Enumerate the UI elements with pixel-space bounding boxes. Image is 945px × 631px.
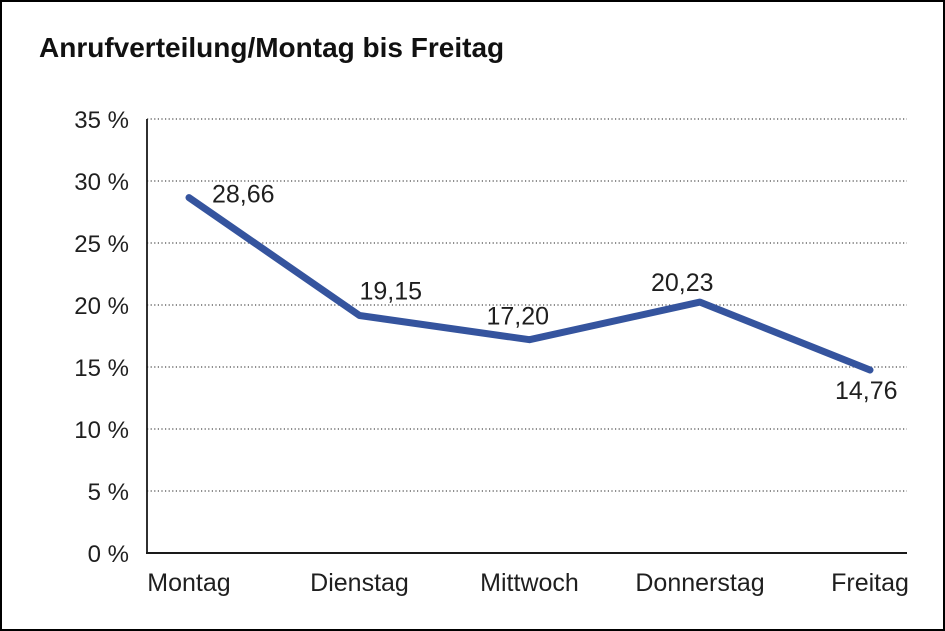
y-tick-label: 0 % xyxy=(88,541,129,568)
series-line xyxy=(185,194,874,374)
data-point-label: 14,76 xyxy=(835,377,898,405)
x-category-label: Montag xyxy=(147,569,230,597)
data-point-label: 17,20 xyxy=(487,303,550,331)
y-tick-label: 15 % xyxy=(74,355,129,382)
x-category-label: Donnerstag xyxy=(635,569,764,597)
y-tick-label: 20 % xyxy=(74,293,129,320)
y-tick-label: 10 % xyxy=(74,417,129,444)
y-tick-label: 5 % xyxy=(88,479,129,506)
y-tick-label: 25 % xyxy=(74,231,129,258)
x-category-label: Dienstag xyxy=(310,569,409,597)
data-point-label: 19,15 xyxy=(360,278,423,306)
x-category-label: Freitag xyxy=(831,569,909,597)
x-category-label: Mittwoch xyxy=(480,569,579,597)
data-point-label: 28,66 xyxy=(212,181,275,209)
y-tick-label: 35 % xyxy=(74,107,129,134)
data-point-label: 20,23 xyxy=(651,269,714,297)
chart-title: Anrufverteilung/Montag bis Freitag xyxy=(39,32,505,63)
y-tick-label: 30 % xyxy=(74,169,129,196)
